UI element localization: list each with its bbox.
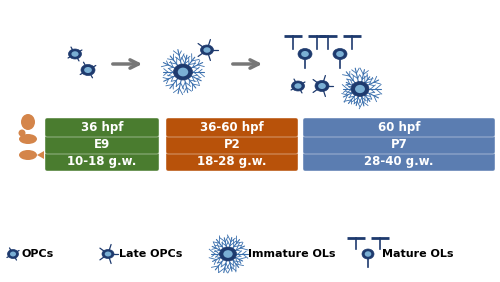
Ellipse shape: [220, 247, 236, 261]
Ellipse shape: [200, 45, 213, 55]
Text: P7: P7: [390, 138, 407, 151]
Ellipse shape: [315, 80, 329, 91]
Ellipse shape: [333, 49, 347, 60]
Text: 18-28 g.w.: 18-28 g.w.: [197, 155, 267, 168]
Ellipse shape: [292, 81, 304, 91]
Ellipse shape: [336, 51, 344, 57]
Ellipse shape: [355, 85, 365, 93]
Text: 60 hpf: 60 hpf: [378, 121, 420, 134]
Ellipse shape: [204, 47, 210, 53]
Ellipse shape: [102, 250, 114, 259]
Ellipse shape: [18, 129, 26, 136]
Ellipse shape: [84, 67, 92, 73]
Text: 28-40 g.w.: 28-40 g.w.: [364, 155, 434, 168]
Text: P2: P2: [224, 138, 240, 151]
Ellipse shape: [362, 249, 374, 259]
Ellipse shape: [68, 49, 82, 59]
Ellipse shape: [10, 252, 16, 256]
Text: E9: E9: [94, 138, 110, 151]
Text: Late OPCs: Late OPCs: [119, 249, 182, 259]
Text: 10-18 g.w.: 10-18 g.w.: [68, 155, 136, 168]
Ellipse shape: [19, 134, 37, 144]
Ellipse shape: [178, 68, 188, 76]
Ellipse shape: [318, 83, 326, 89]
Text: 36 hpf: 36 hpf: [81, 121, 123, 134]
Ellipse shape: [8, 250, 18, 259]
FancyBboxPatch shape: [166, 152, 298, 171]
Text: Immature OLs: Immature OLs: [248, 249, 336, 259]
Ellipse shape: [104, 252, 112, 256]
Ellipse shape: [72, 51, 78, 57]
Ellipse shape: [19, 150, 37, 160]
Ellipse shape: [351, 81, 369, 96]
FancyBboxPatch shape: [45, 118, 159, 137]
FancyBboxPatch shape: [166, 135, 298, 154]
Polygon shape: [37, 151, 44, 159]
FancyBboxPatch shape: [45, 152, 159, 171]
Ellipse shape: [364, 251, 372, 257]
Ellipse shape: [174, 64, 193, 80]
FancyBboxPatch shape: [303, 118, 495, 137]
Text: Mature OLs: Mature OLs: [382, 249, 454, 259]
Ellipse shape: [81, 65, 95, 76]
Ellipse shape: [224, 250, 232, 258]
Text: OPCs: OPCs: [22, 249, 54, 259]
FancyBboxPatch shape: [166, 118, 298, 137]
FancyBboxPatch shape: [303, 135, 495, 154]
Ellipse shape: [301, 51, 309, 57]
FancyBboxPatch shape: [303, 152, 495, 171]
Text: 36-60 hpf: 36-60 hpf: [200, 121, 264, 134]
Ellipse shape: [21, 114, 35, 130]
FancyBboxPatch shape: [45, 135, 159, 154]
Ellipse shape: [294, 83, 302, 89]
Ellipse shape: [298, 49, 312, 60]
